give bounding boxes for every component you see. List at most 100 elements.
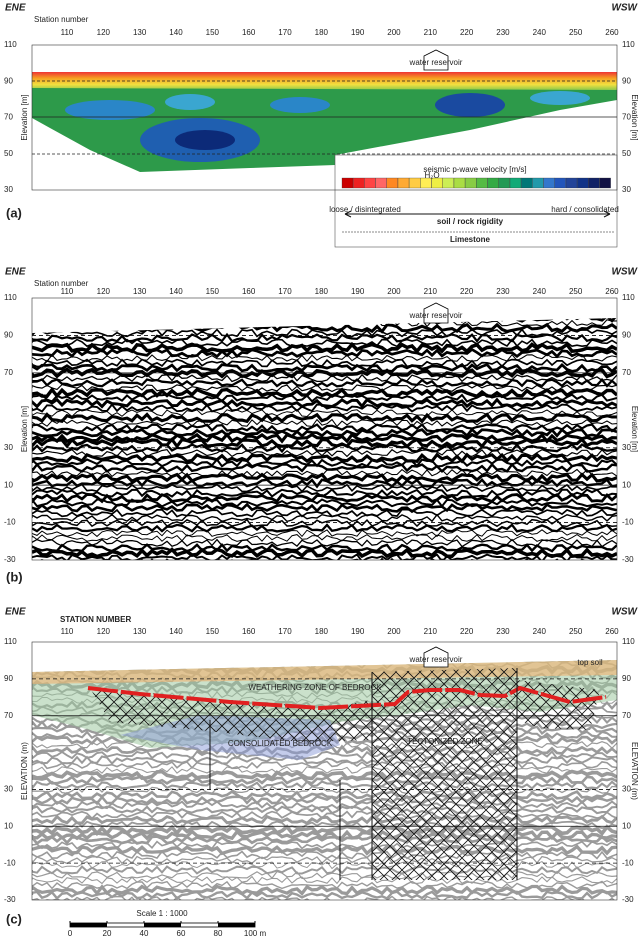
reflector	[32, 850, 617, 860]
station-label: 180	[315, 28, 329, 37]
reflector	[32, 462, 617, 475]
elevation-label: -10	[4, 858, 16, 867]
reflector	[32, 362, 617, 374]
reflector	[32, 829, 617, 841]
elevation-label: -30	[622, 895, 634, 904]
elevation-label: 70	[622, 113, 631, 122]
station-label: 190	[351, 28, 365, 37]
station-label: 260	[605, 287, 619, 296]
elevation-label: 90	[4, 331, 13, 340]
station-label: 210	[424, 627, 438, 636]
color-ramp	[341, 177, 611, 189]
station-label: 200	[387, 627, 401, 636]
elevation-label: 70	[622, 368, 631, 377]
station-label: 260	[605, 627, 619, 636]
reflector	[32, 769, 617, 781]
reflector	[32, 443, 617, 454]
elevation-label: 30	[622, 443, 631, 452]
elevation-label: 30	[622, 785, 631, 794]
reflector	[32, 860, 617, 870]
reflector	[32, 502, 617, 514]
reflector	[32, 794, 617, 806]
station-label: 140	[169, 28, 183, 37]
color-swatch	[565, 177, 578, 189]
elevation-label: 110	[4, 293, 17, 302]
elevation-label: 110	[4, 40, 17, 49]
station-label: 230	[496, 627, 510, 636]
x-axis-title: Station number	[34, 279, 89, 288]
elevation-label: 70	[4, 113, 13, 122]
reflector	[32, 452, 617, 464]
scale-bar	[69, 922, 256, 928]
station-label: 180	[315, 287, 329, 296]
legend-title: seismic p-wave velocity [m/s]	[423, 165, 526, 174]
reflector	[32, 652, 617, 659]
reflector	[32, 774, 617, 786]
legend-marker: H₂O	[424, 171, 439, 180]
elevation-label: 30	[4, 785, 13, 794]
reflector	[32, 318, 617, 328]
reflector	[32, 496, 617, 508]
station-label: 130	[133, 28, 147, 37]
reflector	[32, 373, 617, 383]
color-swatch	[498, 177, 510, 189]
station-label: 230	[496, 28, 510, 37]
color-swatch	[509, 177, 522, 189]
x-axis-title: Station number	[34, 15, 89, 24]
panel-label: (b)	[6, 569, 23, 584]
station-label: 240	[533, 627, 547, 636]
reflector	[32, 322, 617, 334]
direction-left: ENE	[5, 267, 26, 278]
plot-frame	[31, 641, 618, 901]
station-label: 190	[351, 627, 365, 636]
station-label: 170	[278, 28, 292, 37]
station-label: 200	[387, 28, 401, 37]
station-label: 160	[242, 28, 256, 37]
y-axis-title: Elevation [m]	[20, 94, 29, 140]
color-swatch	[476, 177, 488, 189]
reflector	[32, 760, 617, 770]
y-axis-title: Elevation [m]	[630, 406, 639, 452]
station-label: 180	[315, 627, 329, 636]
station-label: 110	[61, 287, 74, 296]
elevation-label: 90	[622, 76, 631, 85]
reflector	[32, 383, 617, 393]
elevation-label: -10	[622, 858, 634, 867]
station-label: 210	[424, 287, 438, 296]
reflector	[32, 457, 617, 468]
color-swatch	[543, 177, 555, 189]
panel-label: (c)	[6, 911, 22, 926]
scale-label: 20	[103, 929, 112, 938]
station-label: 150	[206, 28, 220, 37]
elevation-label: 50	[4, 149, 13, 158]
reflector	[32, 437, 617, 451]
reflector	[32, 408, 617, 418]
elevation-label: 10	[4, 480, 13, 489]
elevation-label: -10	[4, 518, 16, 527]
color-swatch	[364, 177, 376, 189]
station-label: 250	[569, 287, 583, 296]
elevation-label: -30	[4, 895, 16, 904]
y-axis-title: Elevation [m]	[20, 406, 29, 452]
color-swatch	[386, 177, 398, 189]
elevation-label: 70	[4, 711, 13, 720]
reflector	[32, 844, 617, 856]
reflector	[32, 529, 617, 538]
reflector	[32, 508, 617, 518]
elevation-label: 110	[622, 293, 635, 302]
color-swatch	[588, 177, 600, 189]
station-label: 230	[496, 287, 510, 296]
panel-label: (a)	[6, 205, 22, 220]
color-swatch	[420, 177, 432, 189]
y-axis-title: ELEVATION (m)	[20, 742, 29, 800]
elevation-label: 70	[4, 368, 13, 377]
station-label: 220	[460, 28, 474, 37]
color-swatch	[599, 177, 611, 189]
reflector	[32, 780, 617, 792]
elevation-label: 70	[622, 711, 631, 720]
reflector	[32, 750, 617, 761]
zone-label: CONSOLIDATED BEDROCK	[228, 739, 333, 748]
reflector	[32, 338, 617, 348]
reflector	[32, 533, 617, 542]
